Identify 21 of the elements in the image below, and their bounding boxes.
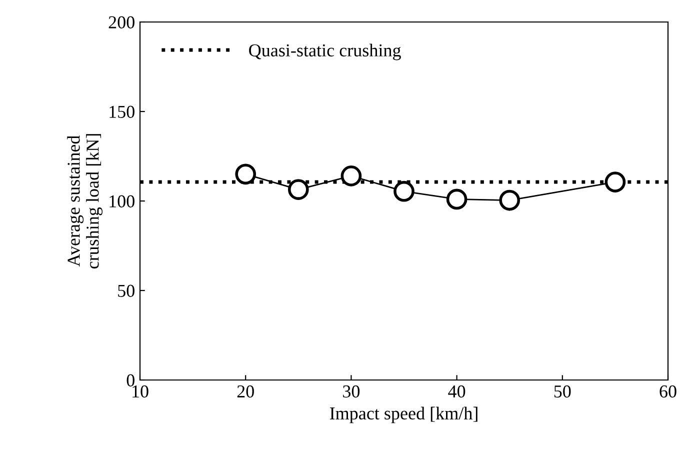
y-tick-label: 200 xyxy=(108,16,134,28)
x-tick-label: 20 xyxy=(237,385,254,398)
legend-label: Quasi-static crushing xyxy=(249,44,401,60)
point xyxy=(499,190,520,211)
y-tick-label: 50 xyxy=(118,284,134,297)
point xyxy=(604,172,626,192)
y-tick-label: 100 xyxy=(110,195,134,208)
x-tick-label: 40 xyxy=(448,385,466,398)
x-tick-label: 60 xyxy=(660,385,676,398)
x-tick-label: 50 xyxy=(554,385,571,398)
y-tick-label: 150 xyxy=(110,106,134,118)
y-tick-label: 0 xyxy=(126,374,134,386)
x-axis-title: Impact speed [km/h] xyxy=(330,406,478,424)
y-axis-title: Average sustained crushing load [kN] xyxy=(67,134,102,269)
x-tick-label: 10 xyxy=(132,385,148,398)
point xyxy=(288,179,309,200)
point xyxy=(340,166,362,186)
point xyxy=(446,188,468,210)
x-tick-label: 30 xyxy=(343,385,360,398)
point xyxy=(235,164,256,185)
point xyxy=(394,180,414,202)
